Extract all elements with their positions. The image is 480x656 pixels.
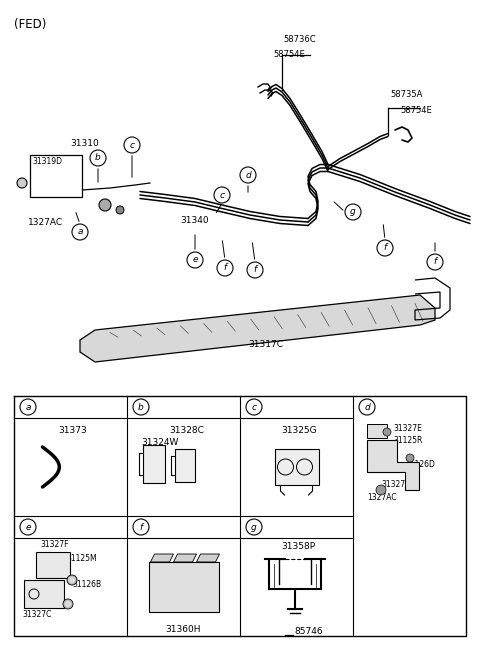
Text: 31358P: 31358P <box>281 542 316 551</box>
Text: 31325G: 31325G <box>281 426 317 435</box>
Text: c: c <box>130 140 134 150</box>
Text: e: e <box>25 522 31 531</box>
Text: 31125R: 31125R <box>393 436 422 445</box>
Text: 31360H: 31360H <box>166 625 201 634</box>
Text: c: c <box>219 190 225 199</box>
Circle shape <box>376 485 386 495</box>
Circle shape <box>67 575 77 585</box>
Circle shape <box>65 601 71 607</box>
Text: g: g <box>350 207 356 216</box>
FancyBboxPatch shape <box>367 424 387 438</box>
Text: f: f <box>139 522 143 531</box>
Text: 31324W: 31324W <box>141 438 179 447</box>
Text: 1327AC: 1327AC <box>367 493 396 502</box>
FancyBboxPatch shape <box>175 449 195 482</box>
Text: 58736C: 58736C <box>283 35 316 44</box>
Circle shape <box>63 599 73 609</box>
Text: 31373: 31373 <box>59 426 87 435</box>
Text: e: e <box>192 255 198 264</box>
Text: b: b <box>138 403 144 411</box>
Polygon shape <box>151 554 173 562</box>
Circle shape <box>17 178 27 188</box>
Text: b: b <box>95 154 101 163</box>
Text: f: f <box>253 266 257 274</box>
Text: d: d <box>364 403 370 411</box>
FancyBboxPatch shape <box>275 449 319 485</box>
Polygon shape <box>367 440 419 490</box>
Text: 31327: 31327 <box>381 480 405 489</box>
Text: 31328C: 31328C <box>169 426 204 435</box>
Text: 31319D: 31319D <box>32 157 62 166</box>
Polygon shape <box>173 554 196 562</box>
Circle shape <box>406 454 414 462</box>
Text: (FED): (FED) <box>14 18 47 31</box>
Text: 31327F: 31327F <box>40 540 69 549</box>
FancyBboxPatch shape <box>143 445 165 483</box>
FancyBboxPatch shape <box>24 580 64 608</box>
FancyBboxPatch shape <box>30 155 82 197</box>
Text: f: f <box>384 243 386 253</box>
Text: 1327AC: 1327AC <box>28 218 63 227</box>
Text: 31310: 31310 <box>70 139 99 148</box>
Text: 31327C: 31327C <box>22 610 51 619</box>
Text: a: a <box>25 403 31 411</box>
Text: 31126B: 31126B <box>72 580 101 589</box>
Text: 31327E: 31327E <box>393 424 422 433</box>
Polygon shape <box>196 554 219 562</box>
Text: a: a <box>77 228 83 237</box>
Circle shape <box>69 577 75 583</box>
Text: 58735A: 58735A <box>390 90 422 99</box>
Text: 31125M: 31125M <box>66 554 96 563</box>
Circle shape <box>116 206 124 214</box>
Text: 58754E: 58754E <box>400 106 432 115</box>
Circle shape <box>99 199 111 211</box>
Text: 31126D: 31126D <box>405 460 435 469</box>
Text: 58754E: 58754E <box>273 50 305 59</box>
Polygon shape <box>80 295 435 362</box>
Text: d: d <box>245 171 251 180</box>
Text: 31340: 31340 <box>180 216 209 225</box>
Text: 85746: 85746 <box>295 627 323 636</box>
Text: f: f <box>433 258 437 266</box>
Text: f: f <box>223 264 227 272</box>
Text: c: c <box>252 403 256 411</box>
Text: 31317C: 31317C <box>248 340 283 349</box>
FancyBboxPatch shape <box>148 562 218 612</box>
Text: g: g <box>251 522 257 531</box>
FancyBboxPatch shape <box>36 552 70 578</box>
Circle shape <box>383 428 391 436</box>
